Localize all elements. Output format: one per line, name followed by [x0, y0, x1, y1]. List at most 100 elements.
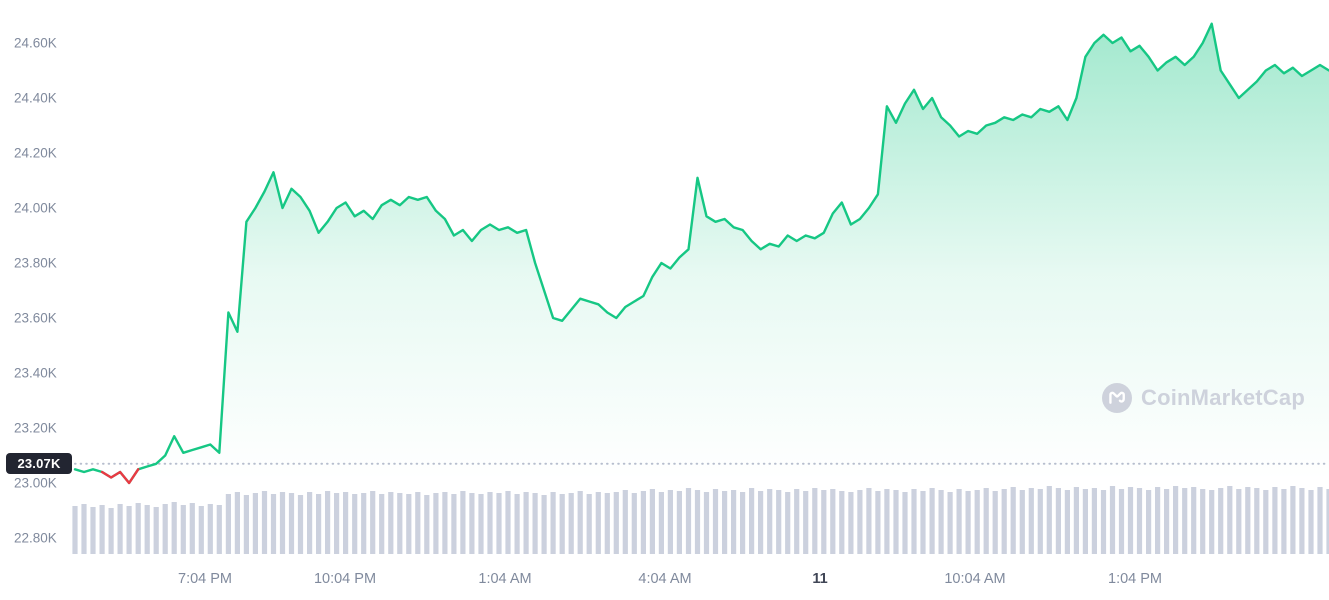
volume-bar — [1046, 486, 1052, 554]
volume-bar — [920, 491, 926, 554]
volume-bar — [252, 493, 258, 554]
volume-bar — [812, 488, 818, 554]
volume-bar — [649, 489, 655, 554]
volume-bar — [1127, 487, 1134, 554]
volume-bar — [622, 490, 628, 554]
volume-bar — [595, 492, 601, 554]
volume-bar — [631, 493, 637, 554]
volume-bar — [307, 492, 313, 554]
volume-bar — [1227, 486, 1233, 554]
volume-bar — [974, 490, 980, 554]
volume-bar — [902, 492, 908, 554]
volume-bar — [1073, 487, 1079, 554]
volume-bar — [279, 492, 286, 554]
volume-bar — [1245, 487, 1251, 554]
volume-bar — [352, 494, 358, 554]
volume-bar — [568, 493, 574, 554]
volume-bar — [839, 491, 845, 554]
volume-bar — [469, 493, 475, 554]
volume-bar — [1091, 488, 1097, 554]
volume-bar — [316, 494, 322, 554]
y-axis-label: 24.20K — [14, 146, 57, 161]
x-axis-label: 1:04 PM — [1108, 571, 1162, 587]
volume-bar — [1182, 488, 1188, 554]
volume-bar — [929, 488, 935, 554]
current-price-badge: 23.07K — [6, 453, 72, 474]
volume-bar — [1082, 489, 1088, 554]
volume-bar — [270, 494, 277, 554]
volume-bar — [1064, 490, 1070, 554]
volume-bar — [613, 492, 619, 554]
volume-bar — [514, 494, 520, 554]
volume-bar — [81, 504, 87, 554]
volume-bar — [460, 491, 466, 554]
volume-bar — [893, 490, 899, 554]
volume-bar — [983, 488, 989, 554]
y-axis-label: 23.00K — [14, 476, 57, 491]
volume-bar — [803, 491, 809, 554]
volume-bar — [126, 506, 132, 554]
volume-bar — [938, 490, 944, 554]
volume-bar — [216, 505, 222, 554]
volume-bar — [1109, 486, 1116, 554]
y-axis-label: 24.60K — [14, 36, 57, 51]
volume-bar — [722, 491, 728, 554]
volume-bar — [117, 504, 123, 554]
volume-bar — [1028, 488, 1034, 554]
y-axis-label: 23.20K — [14, 421, 57, 436]
volume-bar — [297, 495, 304, 554]
volume-bar — [1236, 489, 1242, 554]
volume-bar — [1308, 490, 1314, 554]
volume-bar — [1200, 489, 1206, 554]
volume-bar — [758, 491, 764, 554]
volume-bar — [1254, 488, 1260, 554]
volume-bar — [1001, 489, 1007, 554]
volume-bar — [965, 491, 971, 554]
volume-bar — [767, 489, 773, 554]
volume-bar — [370, 491, 376, 554]
volume-bar — [911, 489, 917, 554]
volume-bar — [1019, 490, 1025, 554]
volume-bar — [541, 495, 547, 554]
volume-bar — [406, 494, 412, 554]
volume-bar — [487, 492, 493, 554]
volume-bar — [261, 491, 268, 554]
volume-bar — [415, 492, 421, 554]
volume-bar — [550, 492, 556, 554]
volume-bar — [1146, 490, 1152, 554]
volume-bar — [1317, 487, 1323, 554]
volume-bar — [1218, 488, 1224, 554]
x-axis-label: 7:04 PM — [178, 571, 232, 587]
volume-bar — [234, 492, 240, 554]
volume-bar — [325, 491, 331, 554]
volume-bar — [180, 505, 186, 554]
volume-bar — [388, 492, 394, 554]
volume-bar — [577, 491, 583, 554]
volume-bar — [496, 493, 502, 554]
volume-bar — [505, 491, 511, 554]
volume-bar — [821, 490, 827, 554]
volume-bar — [153, 507, 159, 554]
volume-bar — [442, 492, 448, 554]
volume-bar — [1191, 487, 1197, 554]
volume-bar — [848, 492, 854, 554]
volume-bar — [947, 492, 953, 554]
volume-bar — [1164, 489, 1170, 554]
y-axis-label: 23.80K — [14, 256, 57, 271]
volume-bar — [956, 489, 962, 554]
volume-bar — [523, 492, 529, 554]
volume-bar — [108, 508, 114, 554]
volume-bar — [162, 504, 168, 554]
volume-bar — [776, 490, 782, 554]
price-line — [73, 22, 1329, 485]
volume-bar — [658, 492, 664, 554]
volume-bar — [685, 488, 692, 554]
volume-bar — [740, 492, 746, 554]
volume-bar — [135, 503, 141, 554]
volume-bar — [1281, 489, 1287, 554]
volume-bar — [694, 490, 701, 554]
volume-bar — [857, 490, 863, 554]
volume-bar — [1136, 488, 1143, 554]
